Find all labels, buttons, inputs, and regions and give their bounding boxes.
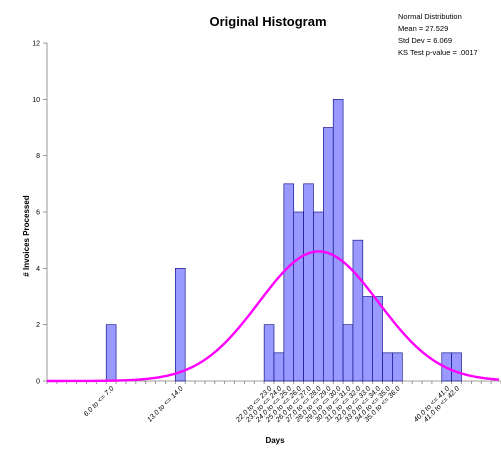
x-tick-label: 6.0 to <= 7.0	[83, 385, 116, 418]
y-tick-label: 6	[36, 210, 40, 217]
chart-title: Original Histogram	[209, 14, 326, 29]
x-axis-label: Days	[265, 436, 285, 445]
histogram-bar	[283, 183, 295, 382]
x-axis: 6.0 to <= 7.0 13.0 to <= 14.0 22.0 to <= 2…	[46, 380, 501, 424]
histogram-bar	[293, 211, 304, 382]
histogram-bar	[342, 324, 354, 382]
histogram-bar	[332, 99, 344, 382]
stats-line-4: KS Test p-value = .0017	[398, 48, 478, 57]
y-tick-label: 8	[36, 153, 40, 160]
y-tick-label: 2	[36, 322, 40, 329]
histogram-bar	[273, 352, 285, 382]
y-axis: 0 2 4 6 8 10 12	[32, 41, 48, 386]
stats-line-3: Std Dev = 6.069	[398, 36, 452, 45]
stats-line-2: Mean = 27.529	[398, 24, 448, 33]
histogram-bar	[313, 211, 324, 382]
y-tick-label: 4	[36, 266, 40, 273]
histogram-bar	[392, 352, 403, 382]
y-tick-label: 10	[32, 97, 40, 104]
histogram-bar	[105, 324, 117, 382]
histogram-bar	[263, 324, 275, 382]
y-tick-label: 12	[32, 41, 40, 48]
histogram-bar	[303, 183, 314, 382]
normal-curve	[46, 250, 500, 383]
stats-box: Normal Distribution Mean = 27.529 Std De…	[398, 12, 478, 57]
x-tick-label: 13.0 to <= 14.0	[146, 385, 184, 423]
y-axis-label: # Invoices Processed	[22, 195, 31, 276]
histogram-bar	[175, 268, 186, 382]
histogram-bar	[451, 352, 462, 382]
histogram-bar	[352, 239, 364, 382]
bars	[105, 99, 462, 382]
histogram-bar	[382, 352, 393, 382]
histogram-bar	[372, 296, 383, 382]
y-tick-label: 0	[36, 379, 40, 386]
stats-line-1: Normal Distribution	[398, 12, 462, 21]
histogram-bar	[362, 296, 373, 382]
